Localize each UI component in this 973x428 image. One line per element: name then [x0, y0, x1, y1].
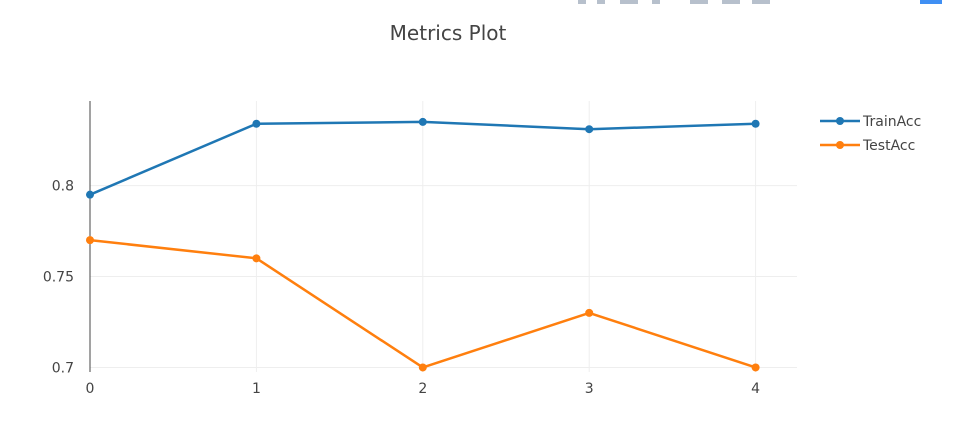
plotly-logo-icon[interactable]	[920, 0, 942, 4]
chart-title: Metrics Plot	[390, 21, 507, 45]
autoscale-icon[interactable]	[752, 0, 770, 4]
legend-marker	[836, 117, 844, 125]
zoom-icon[interactable]	[597, 0, 605, 4]
zoom-in-icon[interactable]	[690, 0, 708, 4]
data-point[interactable]	[252, 119, 261, 128]
legend-item-trainacc[interactable]: TrainAcc	[820, 114, 921, 130]
x-tick-label: 4	[751, 381, 760, 397]
x-tick-label: 2	[418, 381, 427, 397]
data-point[interactable]	[751, 119, 760, 128]
data-point[interactable]	[585, 125, 594, 134]
data-point[interactable]	[418, 363, 427, 372]
x-tick-label: 1	[252, 381, 261, 397]
grid-layer	[90, 101, 797, 372]
data-point[interactable]	[86, 190, 94, 199]
series-testacc[interactable]	[86, 236, 760, 372]
legend-label: TestAcc	[862, 138, 915, 154]
lasso-icon[interactable]	[652, 0, 660, 4]
series-trainacc[interactable]	[86, 117, 760, 199]
box-select-icon[interactable]	[620, 0, 638, 4]
legend-label: TrainAcc	[862, 114, 921, 130]
data-point[interactable]	[751, 363, 760, 372]
zoom-out-icon[interactable]	[722, 0, 740, 4]
y-tick-label: 0.75	[43, 270, 74, 286]
x-tick-label: 0	[86, 381, 95, 397]
series-layer	[86, 117, 760, 372]
y-tick-label: 0.8	[52, 179, 74, 195]
legend-marker	[836, 141, 844, 149]
legend: TrainAcc TestAcc	[820, 114, 921, 154]
data-point[interactable]	[252, 254, 261, 263]
data-point[interactable]	[585, 308, 594, 317]
legend-item-testacc[interactable]: TestAcc	[820, 138, 915, 154]
pan-icon[interactable]	[578, 0, 586, 4]
x-tick-label: 3	[585, 381, 594, 397]
data-point[interactable]	[86, 236, 94, 245]
y-tick-label: 0.7	[52, 360, 74, 376]
data-point[interactable]	[418, 117, 427, 126]
